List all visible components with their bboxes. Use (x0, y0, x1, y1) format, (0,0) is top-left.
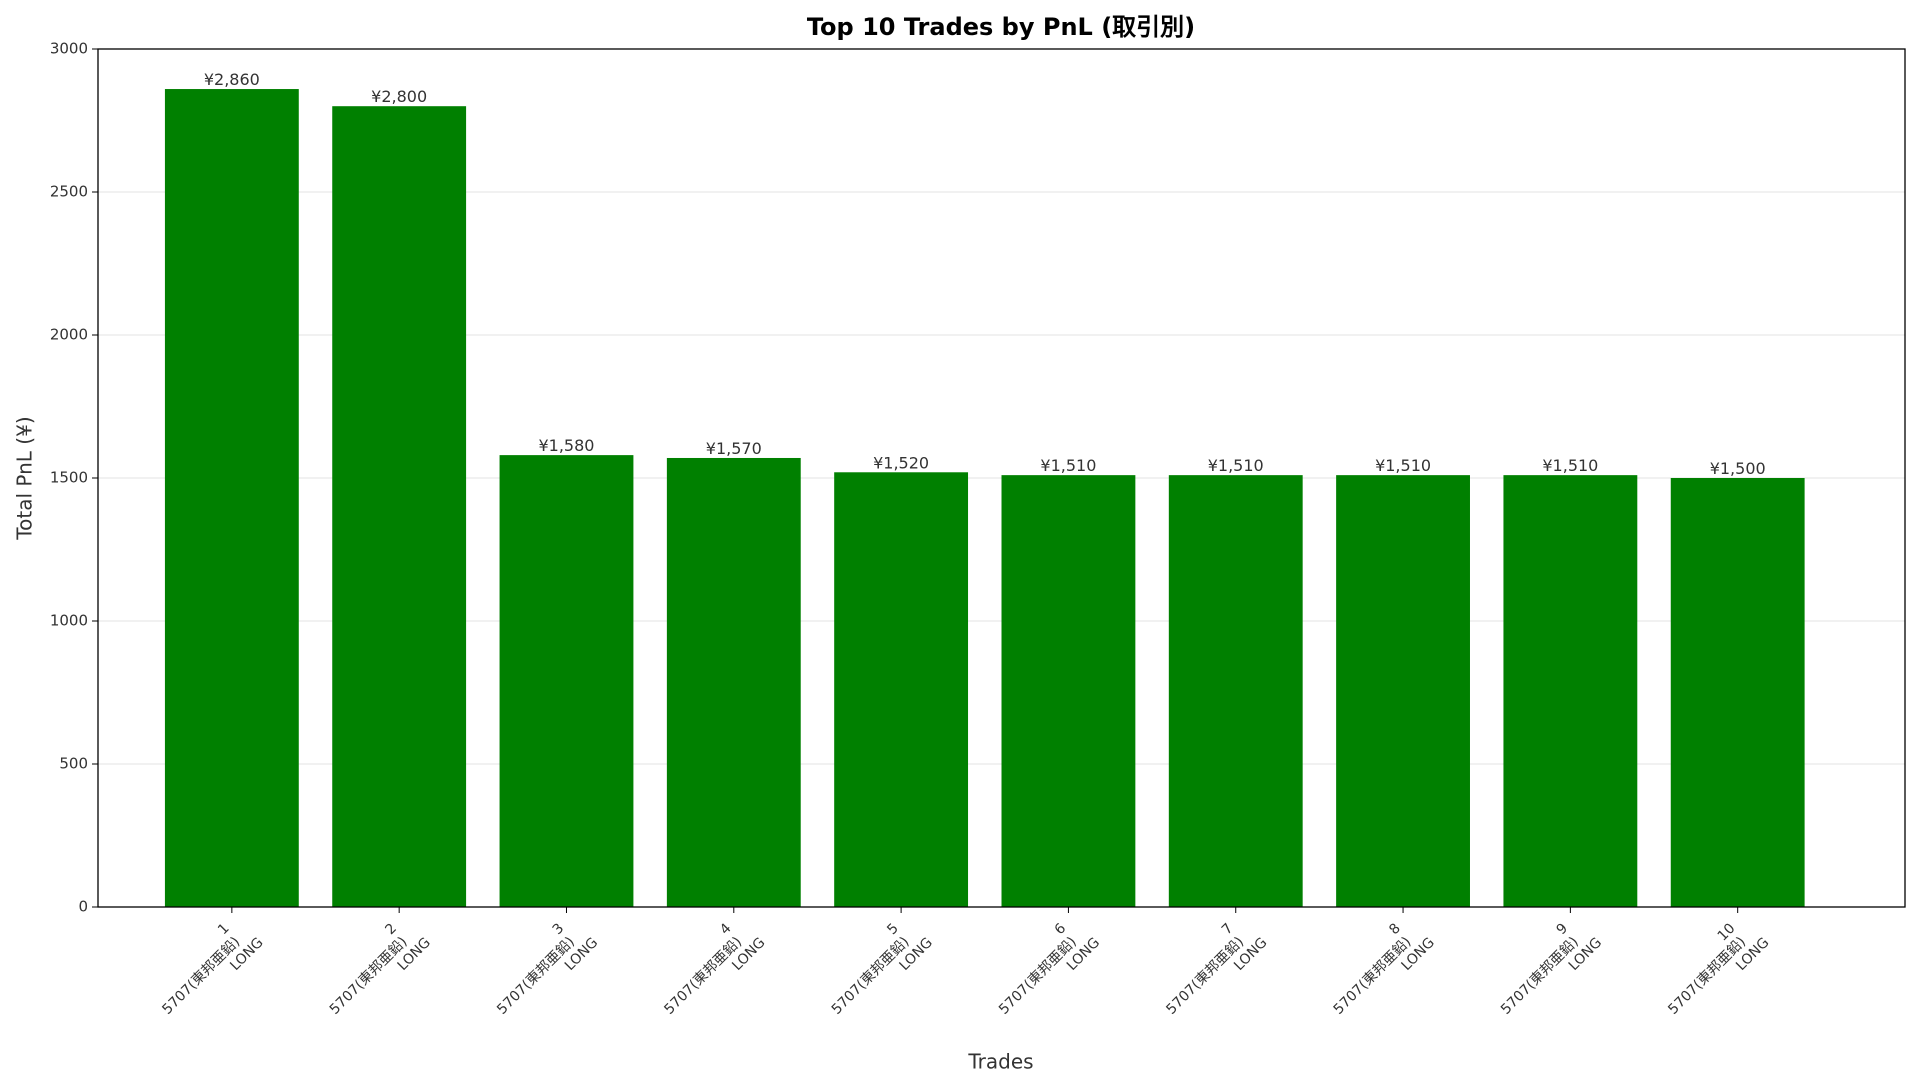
y-tick-label: 500 (59, 755, 88, 773)
bar (1503, 475, 1638, 907)
bar (1336, 475, 1470, 907)
x-axis-label: Trades (967, 1050, 1033, 1074)
y-tick-label: 2500 (50, 183, 88, 201)
value-label: ¥1,570 (706, 439, 762, 458)
y-tick-label: 1000 (50, 612, 88, 630)
bar (1168, 475, 1303, 907)
y-tick-label: 2000 (50, 326, 88, 344)
value-label: ¥1,510 (1542, 456, 1598, 475)
value-label: ¥1,510 (1375, 456, 1431, 475)
bar (1001, 475, 1136, 907)
bar (499, 455, 634, 907)
y-tick-label: 0 (78, 898, 88, 916)
bar (834, 472, 969, 907)
value-label: ¥2,860 (204, 70, 260, 89)
bar (666, 457, 801, 907)
bar (332, 106, 467, 907)
value-label: ¥2,800 (371, 87, 427, 106)
y-tick-label: 1500 (50, 469, 88, 487)
y-axis-label: Total PnL (¥) (13, 416, 37, 540)
value-label: ¥1,510 (1208, 456, 1264, 475)
value-label: ¥1,500 (1710, 459, 1766, 478)
plot-frame (97, 48, 1906, 908)
bar (1670, 478, 1805, 907)
bar (164, 89, 299, 908)
value-label: ¥1,520 (873, 453, 929, 472)
value-label: ¥1,580 (538, 436, 594, 455)
y-tick-label: 3000 (50, 40, 88, 58)
value-label: ¥1,510 (1040, 456, 1096, 475)
chart-title: Top 10 Trades by PnL (取引別) (807, 13, 1195, 41)
